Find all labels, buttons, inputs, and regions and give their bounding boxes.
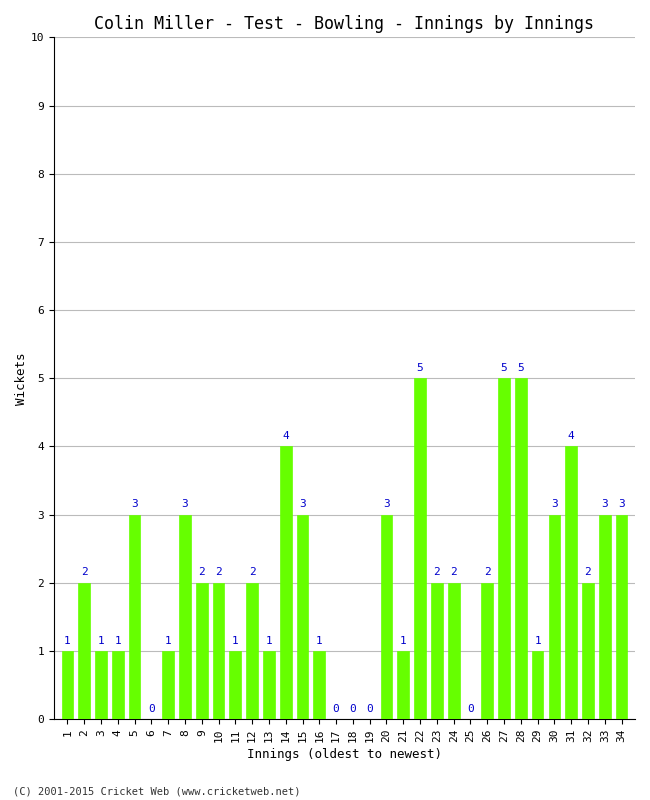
Text: 1: 1: [232, 635, 239, 646]
Bar: [582, 583, 594, 719]
Bar: [229, 651, 241, 719]
Text: 3: 3: [601, 499, 608, 510]
Bar: [599, 514, 610, 719]
Bar: [414, 378, 426, 719]
Text: 0: 0: [367, 704, 373, 714]
Text: 4: 4: [568, 431, 575, 441]
Bar: [616, 514, 627, 719]
Title: Colin Miller - Test - Bowling - Innings by Innings: Colin Miller - Test - Bowling - Innings …: [94, 15, 595, 33]
Text: 2: 2: [249, 567, 255, 578]
Bar: [112, 651, 124, 719]
Text: 4: 4: [282, 431, 289, 441]
Text: 0: 0: [350, 704, 356, 714]
Text: 5: 5: [517, 363, 524, 373]
Text: 5: 5: [417, 363, 423, 373]
X-axis label: Innings (oldest to newest): Innings (oldest to newest): [247, 748, 442, 761]
Bar: [263, 651, 275, 719]
Text: (C) 2001-2015 Cricket Web (www.cricketweb.net): (C) 2001-2015 Cricket Web (www.cricketwe…: [13, 786, 300, 796]
Text: 1: 1: [165, 635, 172, 646]
Text: 3: 3: [383, 499, 390, 510]
Bar: [381, 514, 393, 719]
Text: 2: 2: [215, 567, 222, 578]
Bar: [566, 446, 577, 719]
Text: 1: 1: [534, 635, 541, 646]
Text: 2: 2: [198, 567, 205, 578]
Text: 1: 1: [114, 635, 121, 646]
Text: 1: 1: [316, 635, 322, 646]
Text: 3: 3: [131, 499, 138, 510]
Text: 5: 5: [500, 363, 508, 373]
Bar: [162, 651, 174, 719]
Bar: [296, 514, 308, 719]
Bar: [79, 583, 90, 719]
Text: 3: 3: [551, 499, 558, 510]
Text: 0: 0: [148, 704, 155, 714]
Text: 2: 2: [81, 567, 88, 578]
Bar: [313, 651, 325, 719]
Bar: [549, 514, 560, 719]
Text: 1: 1: [64, 635, 71, 646]
Bar: [246, 583, 258, 719]
Bar: [431, 583, 443, 719]
Bar: [448, 583, 460, 719]
Text: 3: 3: [299, 499, 306, 510]
Text: 2: 2: [434, 567, 440, 578]
Text: 1: 1: [98, 635, 105, 646]
Bar: [95, 651, 107, 719]
Bar: [196, 583, 207, 719]
Text: 3: 3: [181, 499, 188, 510]
Text: 1: 1: [266, 635, 272, 646]
Bar: [532, 651, 543, 719]
Bar: [129, 514, 140, 719]
Bar: [515, 378, 527, 719]
Bar: [179, 514, 191, 719]
Text: 1: 1: [400, 635, 407, 646]
Bar: [280, 446, 292, 719]
Text: 2: 2: [584, 567, 592, 578]
Bar: [213, 583, 224, 719]
Bar: [62, 651, 73, 719]
Text: 0: 0: [333, 704, 339, 714]
Bar: [498, 378, 510, 719]
Bar: [482, 583, 493, 719]
Text: 3: 3: [618, 499, 625, 510]
Bar: [397, 651, 409, 719]
Text: 2: 2: [484, 567, 491, 578]
Text: 2: 2: [450, 567, 457, 578]
Y-axis label: Wickets: Wickets: [15, 352, 28, 405]
Text: 0: 0: [467, 704, 474, 714]
